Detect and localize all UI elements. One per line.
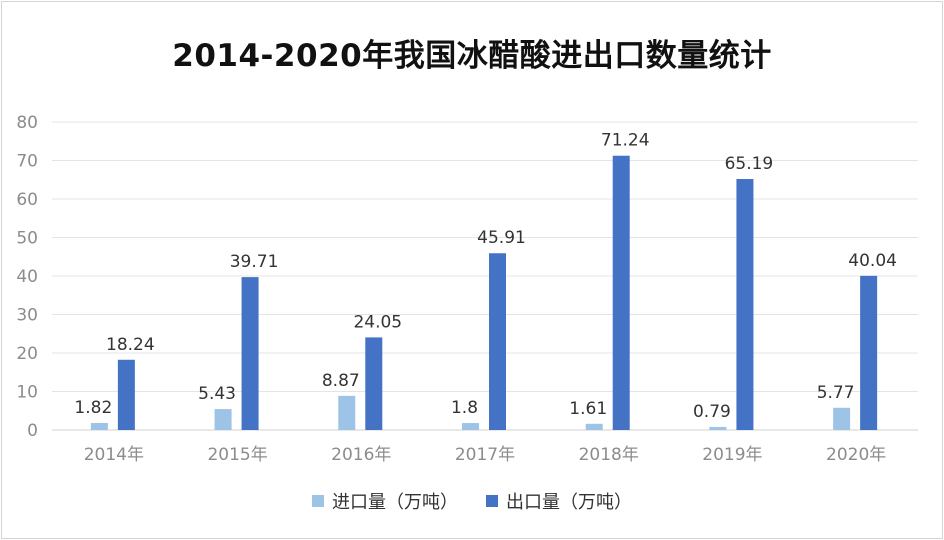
x-tick-label: 2017年	[455, 445, 515, 465]
y-tick-label: 60	[16, 190, 38, 210]
x-tick-label: 2015年	[207, 445, 267, 465]
legend-swatch-export	[486, 495, 498, 507]
legend-swatch-import	[312, 495, 324, 507]
bar-import	[462, 423, 479, 430]
y-tick-label: 30	[16, 306, 38, 326]
data-label-import: 1.82	[74, 398, 112, 418]
data-label-export: 71.24	[601, 131, 650, 151]
data-label-export: 45.91	[477, 228, 526, 248]
bar-import	[338, 395, 356, 430]
bar-export	[241, 277, 259, 430]
bar-import	[214, 409, 232, 430]
y-tick-label: 0	[27, 421, 38, 441]
bar-import	[833, 407, 851, 430]
data-label-export: 40.04	[848, 251, 897, 271]
x-tick-label: 2014年	[84, 445, 144, 465]
bar-export	[117, 359, 135, 430]
y-tick-label: 50	[16, 229, 38, 249]
x-tick-label: 2019年	[702, 445, 762, 465]
legend-label-import: 进口量（万吨）	[332, 492, 458, 513]
y-tick-label: 80	[16, 113, 38, 133]
bar-export	[612, 155, 630, 430]
bar-import	[90, 422, 108, 430]
chart-legend: 进口量（万吨） 出口量（万吨）	[0, 488, 944, 514]
chart-title: 2014-2020年我国冰醋酸进出口数量统计	[172, 38, 772, 74]
data-label-import: 5.43	[198, 384, 236, 404]
bar-export	[489, 253, 506, 430]
bar-export	[365, 337, 383, 430]
data-label-export: 39.71	[230, 252, 279, 272]
data-label-export: 24.05	[353, 312, 402, 332]
x-tick-label: 2018年	[579, 445, 639, 465]
data-label-export: 65.19	[725, 154, 774, 174]
bar-import	[709, 426, 727, 430]
y-tick-label: 20	[16, 344, 38, 364]
legend-item-import: 进口量（万吨）	[312, 488, 458, 514]
bar-export	[860, 275, 878, 430]
y-tick-label: 70	[16, 152, 38, 172]
y-tick-label: 40	[16, 267, 38, 287]
data-label-import: 8.87	[322, 371, 360, 391]
x-tick-label: 2016年	[331, 445, 391, 465]
data-label-import: 5.77	[817, 383, 855, 403]
y-tick-label: 10	[16, 383, 38, 403]
data-label-export: 18.24	[106, 335, 155, 355]
legend-item-export: 出口量（万吨）	[486, 488, 632, 514]
legend-label-export: 出口量（万吨）	[506, 492, 632, 513]
data-label-import: 1.61	[569, 399, 607, 419]
data-label-import: 0.79	[693, 402, 731, 422]
bar-export	[736, 179, 754, 430]
x-tick-label: 2020年	[826, 445, 886, 465]
data-label-import: 1.8	[451, 398, 478, 418]
bar-import	[585, 423, 603, 430]
